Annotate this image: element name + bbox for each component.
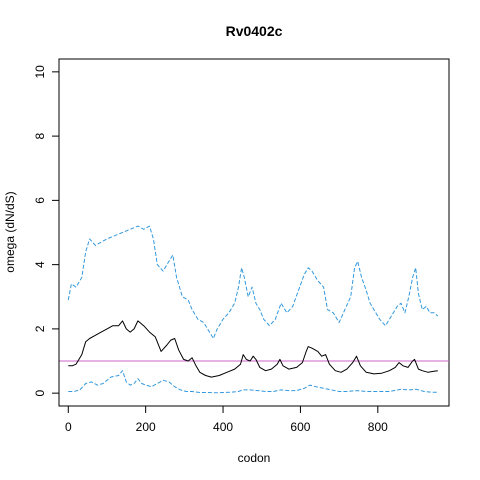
x-tick-label: 0 xyxy=(65,420,72,434)
series-line-estimate xyxy=(68,320,438,378)
y-tick-label: 4 xyxy=(33,261,47,268)
plot-frame xyxy=(58,58,450,407)
x-tick-label: 400 xyxy=(213,420,233,434)
series-line-lower xyxy=(68,370,438,394)
y-tick-label: 8 xyxy=(33,132,47,139)
x-tick-label: 600 xyxy=(290,420,310,434)
y-tick-label: 10 xyxy=(33,65,47,79)
y-axis-label: omega (dN/dS) xyxy=(3,191,17,272)
series-line-upper xyxy=(67,225,439,339)
series-layer xyxy=(59,225,449,394)
y-tick-label: 2 xyxy=(33,325,47,332)
y-tick-label: 6 xyxy=(33,197,47,204)
axes-layer: 0 200 400 600 800 0 2 4 6 8 10 xyxy=(33,65,388,434)
x-axis-label: codon xyxy=(238,451,271,465)
y-tick-label: 0 xyxy=(33,389,47,396)
x-tick-label: 200 xyxy=(136,420,156,434)
chart-title: Rv0402c xyxy=(226,23,283,39)
x-tick-label: 800 xyxy=(368,420,388,434)
